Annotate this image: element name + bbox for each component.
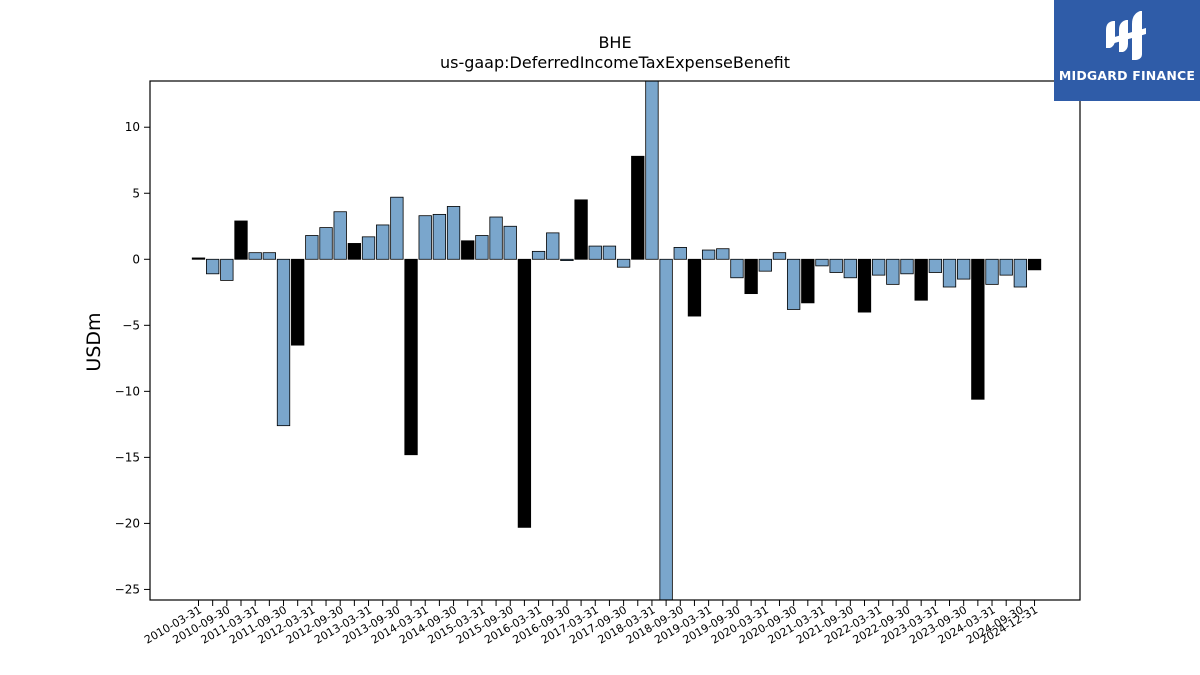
bar (461, 240, 475, 260)
bar (872, 258, 886, 276)
bar (517, 258, 532, 528)
bar (319, 227, 333, 260)
y-tick-label: −15 (115, 450, 140, 464)
bar (957, 258, 971, 280)
y-axis-label: USDm (83, 312, 105, 371)
bar (276, 258, 291, 427)
bar (631, 155, 645, 260)
bar (758, 258, 772, 272)
bar (404, 258, 418, 456)
bar (220, 258, 234, 281)
y-tick-label: 10 (125, 120, 140, 134)
bar (248, 252, 262, 260)
bar (588, 245, 602, 260)
bar (829, 258, 843, 273)
bar (432, 213, 447, 260)
plot-frame (149, 80, 1081, 601)
bar (489, 216, 503, 260)
bar (673, 246, 687, 260)
chart-title: BHE (598, 33, 631, 52)
bar (645, 80, 659, 260)
bar (361, 236, 376, 260)
bar (687, 258, 702, 317)
bar (191, 257, 206, 260)
bar (786, 258, 801, 310)
bar (333, 211, 347, 260)
chart-subtitle: us-gaap:DeferredIncomeTaxExpenseBenefit (440, 53, 790, 72)
bar (659, 258, 673, 601)
bar (928, 258, 942, 273)
bar (744, 258, 758, 295)
bar (857, 258, 872, 313)
bar (475, 235, 489, 260)
y-tick-label: −25 (115, 582, 140, 596)
bar (886, 258, 900, 285)
brand-logo: MIDGARD FINANCE (1054, 0, 1200, 101)
bar (716, 248, 730, 260)
bar (701, 249, 716, 260)
bar-series (191, 80, 1042, 601)
y-tick-label: −5 (122, 318, 140, 332)
bar (801, 258, 815, 304)
bar (815, 258, 829, 267)
bar (560, 258, 574, 261)
bar (730, 258, 744, 279)
y-axis-ticks: 10 5 0 −5 −10 −15 −20 −25 (115, 120, 150, 596)
bar (206, 258, 220, 275)
bar (446, 206, 461, 260)
bar (546, 232, 560, 260)
bar (262, 252, 277, 260)
bar (914, 258, 928, 301)
midgard-logo-icon (1106, 11, 1146, 60)
bar (985, 258, 999, 285)
bar (843, 258, 857, 279)
bar (971, 258, 985, 400)
y-tick-label: 0 (132, 252, 140, 266)
bar (616, 258, 631, 268)
brand-name: MIDGARD FINANCE (1058, 68, 1196, 83)
bar (574, 199, 588, 260)
y-tick-label: −20 (115, 516, 140, 530)
bar (602, 245, 617, 260)
bar (1013, 258, 1028, 288)
bar (999, 258, 1013, 276)
y-tick-label: 5 (132, 186, 140, 200)
bar (347, 243, 362, 260)
x-axis-ticks: 2010-03-312010-09-302011-03-312011-09-30… (142, 600, 1040, 647)
bar (503, 225, 517, 260)
bar (942, 258, 957, 288)
bar (234, 220, 248, 260)
bar (772, 252, 787, 260)
bar (376, 224, 390, 260)
bar (1027, 258, 1042, 271)
bar (900, 258, 914, 275)
bar (291, 258, 305, 346)
bar (390, 196, 404, 260)
y-tick-label: −10 (115, 384, 140, 398)
bar (305, 235, 319, 260)
bar (418, 215, 432, 260)
bar (531, 250, 546, 260)
